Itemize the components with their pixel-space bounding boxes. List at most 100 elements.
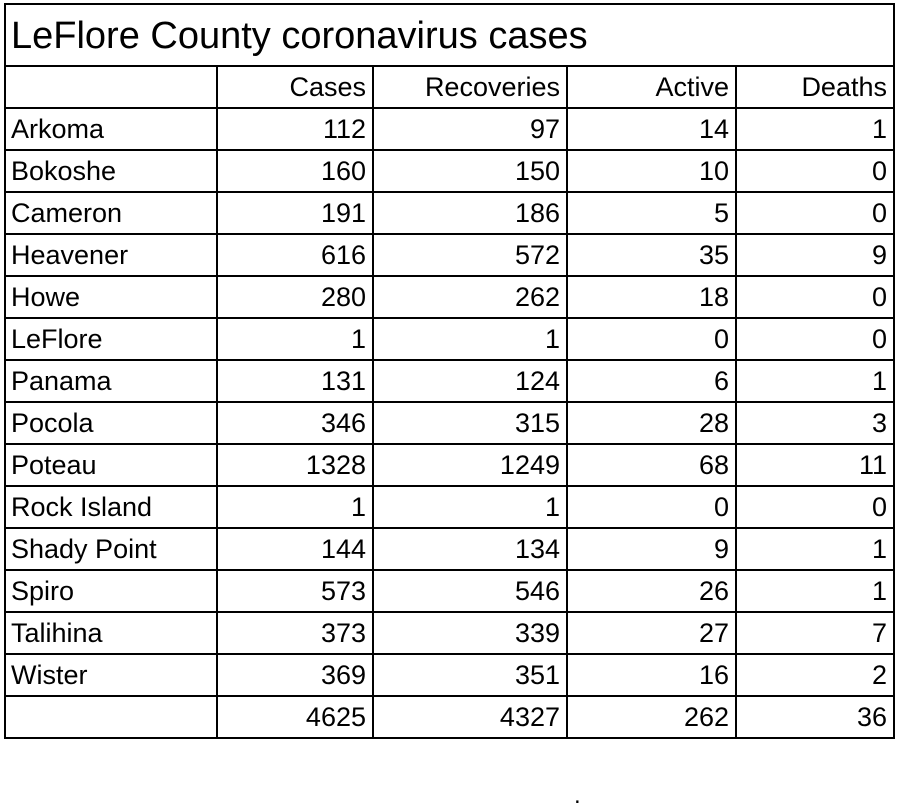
cell-cases: 112: [216, 108, 374, 151]
cell-town: Poteau: [6, 443, 218, 487]
cell-recoveries: 339: [372, 611, 568, 655]
cell-active: 68: [566, 443, 737, 487]
total-cell-cases: 4625: [216, 695, 374, 737]
cell-recoveries: 1: [372, 485, 568, 529]
table-row: Cameron 191 186 5 0: [6, 191, 893, 235]
cell-cases: 144: [216, 527, 374, 571]
header-cell-active: Active: [566, 67, 737, 109]
header-cell-deaths: Deaths: [735, 67, 893, 109]
cell-recoveries: 124: [372, 359, 568, 403]
cell-deaths: 7: [735, 611, 893, 655]
table-row: Panama 131 124 6 1: [6, 359, 893, 403]
cell-recoveries: 1249: [372, 443, 568, 487]
cell-town: LeFlore: [6, 317, 218, 361]
cell-active: 10: [566, 149, 737, 193]
header-cell-recoveries: Recoveries: [372, 67, 568, 109]
cell-active: 0: [566, 317, 737, 361]
cell-recoveries: 351: [372, 653, 568, 697]
cell-active: 35: [566, 233, 737, 277]
cell-active: 27: [566, 611, 737, 655]
table-row: Rock Island 1 1 0 0: [6, 485, 893, 529]
table-row: Shady Point 144 134 9 1: [6, 527, 893, 571]
total-cell-active: 262: [566, 695, 737, 737]
cell-town: Panama: [6, 359, 218, 403]
cell-deaths: 0: [735, 149, 893, 193]
cell-cases: 369: [216, 653, 374, 697]
cell-recoveries: 150: [372, 149, 568, 193]
cell-town: Arkoma: [6, 108, 218, 151]
table-row: Bokoshe 160 150 10 0: [6, 149, 893, 193]
cell-active: 0: [566, 485, 737, 529]
cell-deaths: 11: [735, 443, 893, 487]
cell-active: 18: [566, 275, 737, 319]
cell-town: Bokoshe: [6, 149, 218, 193]
cell-cases: 191: [216, 191, 374, 235]
cell-recoveries: 97: [372, 108, 568, 151]
cell-deaths: 2: [735, 653, 893, 697]
cell-town: Rock Island: [6, 485, 218, 529]
table-title: LeFlore County coronavirus cases: [6, 5, 893, 67]
totals-row: 4625 4327 262 36: [6, 695, 893, 737]
table-row: Howe 280 262 18 0: [6, 275, 893, 319]
cell-town: Talihina: [6, 611, 218, 655]
cell-deaths: 1: [735, 527, 893, 571]
cell-recoveries: 572: [372, 233, 568, 277]
total-cell-deaths: 36: [735, 695, 893, 737]
cell-deaths: 1: [735, 569, 893, 613]
cell-cases: 573: [216, 569, 374, 613]
cell-active: 9: [566, 527, 737, 571]
cell-deaths: 0: [735, 485, 893, 529]
cell-cases: 616: [216, 233, 374, 277]
table-row: Pocola 346 315 28 3: [6, 401, 893, 445]
cell-cases: 1328: [216, 443, 374, 487]
cases-table: Cases Recoveries Active Deaths Arkoma 112…: [6, 67, 893, 737]
cell-deaths: 1: [735, 108, 893, 151]
cell-recoveries: 186: [372, 191, 568, 235]
stray-mark: .: [574, 782, 581, 809]
cell-cases: 373: [216, 611, 374, 655]
cell-town: Spiro: [6, 569, 218, 613]
cell-recoveries: 1: [372, 317, 568, 361]
cell-deaths: 0: [735, 191, 893, 235]
total-cell-recoveries: 4327: [372, 695, 568, 737]
cell-recoveries: 134: [372, 527, 568, 571]
cell-active: 16: [566, 653, 737, 697]
cell-town: Shady Point: [6, 527, 218, 571]
table-row: Spiro 573 546 26 1: [6, 569, 893, 613]
cell-deaths: 0: [735, 275, 893, 319]
cell-cases: 346: [216, 401, 374, 445]
cell-town: Pocola: [6, 401, 218, 445]
table-row: Arkoma 112 97 14 1: [6, 108, 893, 151]
table-row: Poteau 1328 1249 68 11: [6, 443, 893, 487]
cell-active: 14: [566, 108, 737, 151]
cell-deaths: 3: [735, 401, 893, 445]
cell-recoveries: 546: [372, 569, 568, 613]
header-cell-cases: Cases: [216, 67, 374, 109]
cell-recoveries: 315: [372, 401, 568, 445]
cell-active: 26: [566, 569, 737, 613]
cell-town: Cameron: [6, 191, 218, 235]
table-row: Talihina 373 339 27 7: [6, 611, 893, 655]
cases-table-sheet: LeFlore County coronavirus cases Cases R…: [4, 3, 895, 739]
cell-town: Wister: [6, 653, 218, 697]
cell-deaths: 1: [735, 359, 893, 403]
cell-active: 6: [566, 359, 737, 403]
cell-cases: 1: [216, 317, 374, 361]
cell-cases: 131: [216, 359, 374, 403]
cell-town: Howe: [6, 275, 218, 319]
header-row: Cases Recoveries Active Deaths: [6, 67, 893, 109]
table-row: Heavener 616 572 35 9: [6, 233, 893, 277]
cell-cases: 280: [216, 275, 374, 319]
cell-active: 5: [566, 191, 737, 235]
cell-active: 28: [566, 401, 737, 445]
header-cell-town: [6, 67, 218, 109]
table-body: Arkoma 112 97 14 1 Bokoshe 160 150 10 0 Cameron 191…: [6, 108, 893, 737]
cell-town: Heavener: [6, 233, 218, 277]
total-cell-town: [6, 695, 218, 737]
cell-cases: 1: [216, 485, 374, 529]
cell-recoveries: 262: [372, 275, 568, 319]
table-row: LeFlore 1 1 0 0: [6, 317, 893, 361]
cell-cases: 160: [216, 149, 374, 193]
cell-deaths: 0: [735, 317, 893, 361]
cell-deaths: 9: [735, 233, 893, 277]
